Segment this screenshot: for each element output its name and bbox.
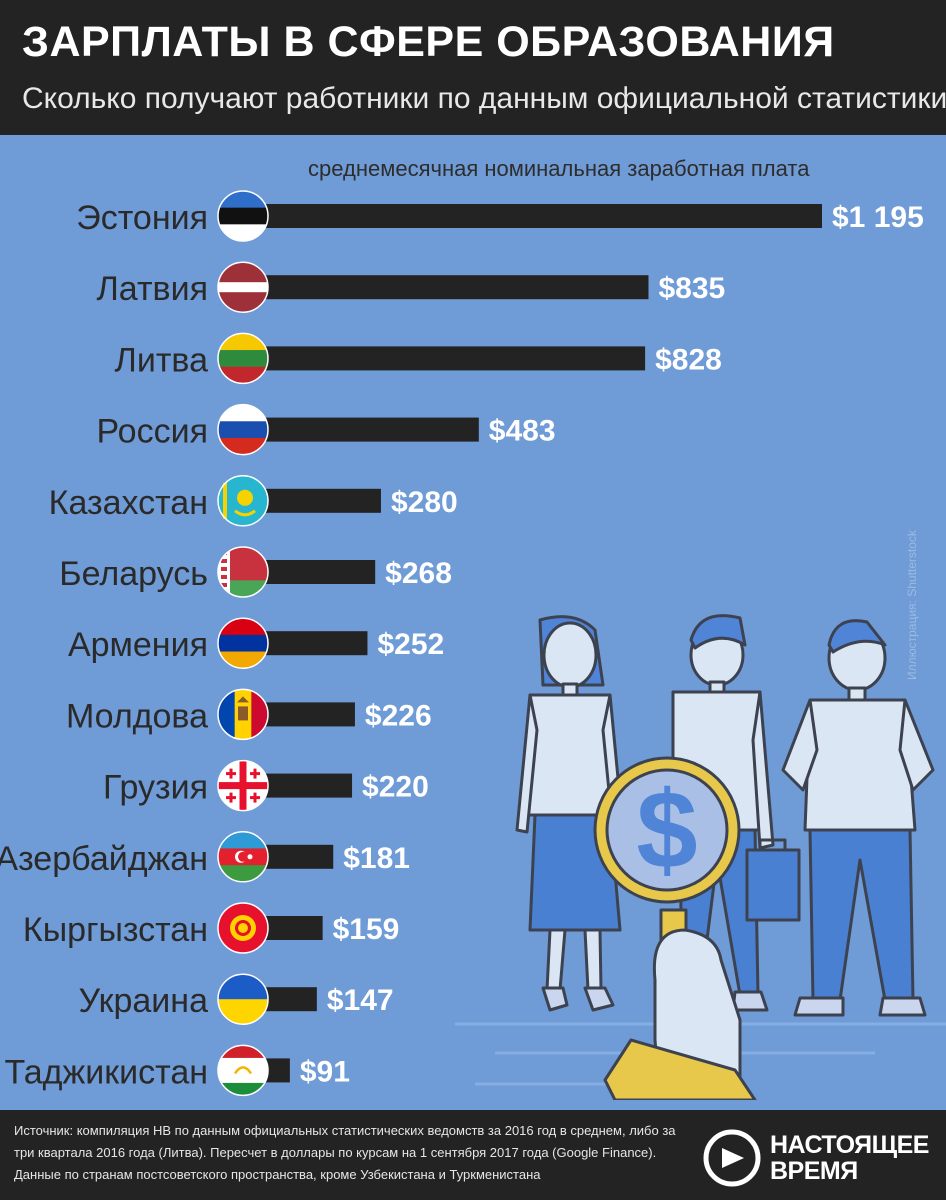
brand-logo[interactable]: НАСТОЯЩЕЕ ВРЕМЯ [702, 1128, 932, 1188]
value-label: $483 [489, 415, 556, 448]
lithuania-flag-icon [217, 332, 269, 385]
salary-bar-chart: Эстония $1 195 Латвия $835 Литва $828 Россия $4… [0, 190, 924, 1097]
bar [246, 204, 822, 228]
latvia-flag-icon [217, 261, 269, 313]
page-title: ЗАРПЛАТЫ В СФЕРЕ ОБРАЗОВАНИЯ [22, 18, 835, 66]
source-line: Данные по странам постсоветского простра… [14, 1167, 541, 1182]
armenia-flag-icon [217, 617, 269, 669]
right-man-figure [781, 619, 935, 1017]
estonia-flag-icon [217, 190, 269, 242]
category-label: Азербайджан [0, 840, 208, 878]
category-label: Армения [68, 626, 208, 664]
source-note: Источник: компиляция НВ по данным официа… [14, 1120, 694, 1186]
ukraine-flag-icon [217, 973, 269, 1025]
category-label: Россия [97, 413, 209, 451]
value-label: $220 [362, 771, 429, 804]
value-label: $1 195 [832, 201, 924, 234]
value-label: $252 [377, 628, 444, 661]
value-label: $147 [327, 984, 394, 1017]
category-label: Грузия [103, 769, 208, 807]
value-label: $280 [391, 486, 458, 519]
page-subtitle: Сколько получают работники по данным офи… [22, 82, 946, 115]
source-line: три квартала 2016 года (Литва). Пересчет… [14, 1145, 657, 1160]
dollar-icon: $ [636, 769, 697, 892]
category-label: Эстония [76, 199, 208, 237]
category-label: Молдова [66, 697, 208, 735]
magnifier-hand: $ [593, 756, 757, 1100]
value-label: $835 [658, 272, 725, 305]
tajikistan-flag-icon [217, 1044, 269, 1097]
value-label: $828 [655, 343, 722, 376]
georgia-flag-icon [217, 759, 269, 812]
header: ЗАРПЛАТЫ В СФЕРЕ ОБРАЗОВАНИЯ Сколько пол… [0, 0, 946, 135]
play-logo-icon [703, 1129, 761, 1187]
kazakhstan-flag-icon [217, 475, 269, 527]
source-line: Источник: компиляция НВ по данным официа… [14, 1123, 676, 1138]
value-label: $268 [385, 557, 452, 590]
moldova-flag-icon [217, 688, 269, 741]
category-label: Кыргызстан [23, 911, 208, 949]
category-label: Таджикистан [5, 1053, 208, 1091]
woman-figure [515, 615, 625, 1012]
footer: Источник: компиляция НВ по данным официа… [0, 1110, 946, 1200]
people-illustration: $ [455, 614, 946, 1100]
value-label: $91 [300, 1055, 350, 1088]
category-label: Украина [79, 982, 209, 1020]
belarus-flag-icon [217, 546, 269, 598]
logo-line-2: ВРЕМЯ [770, 1157, 858, 1185]
value-label: $181 [343, 842, 410, 875]
category-label: Беларусь [59, 555, 208, 593]
bar [246, 275, 649, 300]
bar [246, 346, 646, 371]
value-label: $226 [365, 699, 432, 732]
category-label: Латвия [96, 270, 208, 308]
chart-caption: среднемесячная номинальная заработная пл… [308, 156, 810, 181]
category-label: Литва [115, 341, 209, 379]
value-label: $159 [333, 913, 400, 946]
bar [246, 417, 479, 442]
russia-flag-icon [217, 403, 269, 456]
logo-line-1: НАСТОЯЩЕЕ [770, 1131, 929, 1159]
azerbaijan-flag-icon [217, 831, 269, 883]
category-label: Казахстан [49, 484, 208, 522]
kyrgyzstan-flag-icon [217, 902, 269, 954]
